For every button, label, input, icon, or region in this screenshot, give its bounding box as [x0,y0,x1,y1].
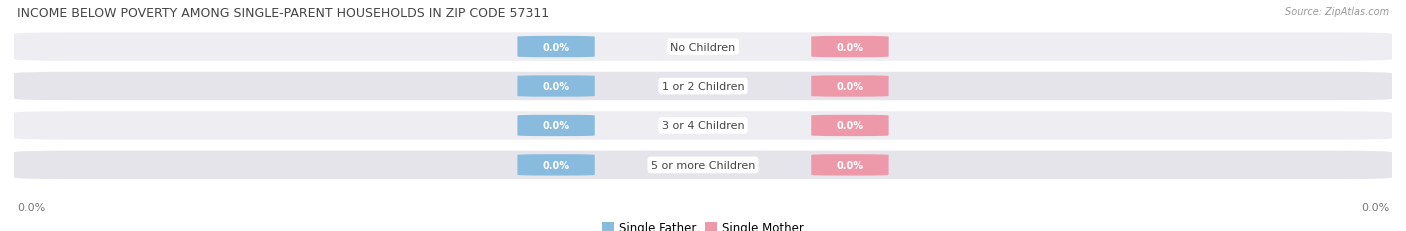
FancyBboxPatch shape [14,73,1392,101]
FancyBboxPatch shape [517,76,595,97]
FancyBboxPatch shape [811,155,889,176]
Text: 0.0%: 0.0% [543,121,569,131]
Text: 0.0%: 0.0% [837,121,863,131]
Text: 0.0%: 0.0% [837,160,863,170]
Text: 0.0%: 0.0% [543,82,569,92]
Text: 0.0%: 0.0% [543,160,569,170]
FancyBboxPatch shape [811,76,889,97]
Text: 0.0%: 0.0% [837,42,863,52]
Text: 0.0%: 0.0% [17,203,45,213]
FancyBboxPatch shape [811,115,889,137]
Text: 0.0%: 0.0% [543,42,569,52]
Text: 3 or 4 Children: 3 or 4 Children [662,121,744,131]
Text: 1 or 2 Children: 1 or 2 Children [662,82,744,92]
Text: INCOME BELOW POVERTY AMONG SINGLE-PARENT HOUSEHOLDS IN ZIP CODE 57311: INCOME BELOW POVERTY AMONG SINGLE-PARENT… [17,7,548,20]
FancyBboxPatch shape [517,155,595,176]
Text: 5 or more Children: 5 or more Children [651,160,755,170]
Legend: Single Father, Single Mother: Single Father, Single Mother [598,216,808,231]
FancyBboxPatch shape [517,115,595,137]
FancyBboxPatch shape [14,112,1392,140]
Text: Source: ZipAtlas.com: Source: ZipAtlas.com [1285,7,1389,17]
FancyBboxPatch shape [517,37,595,58]
FancyBboxPatch shape [14,151,1392,179]
FancyBboxPatch shape [811,37,889,58]
Text: No Children: No Children [671,42,735,52]
Text: 0.0%: 0.0% [837,82,863,92]
FancyBboxPatch shape [14,33,1392,61]
Text: 0.0%: 0.0% [1361,203,1389,213]
